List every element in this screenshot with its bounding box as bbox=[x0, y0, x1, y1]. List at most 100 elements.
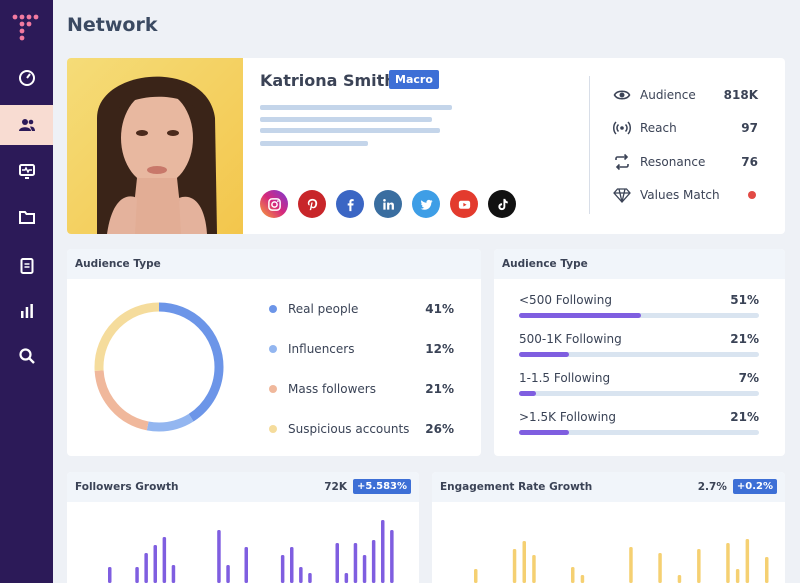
pinterest-icon[interactable] bbox=[298, 190, 326, 218]
placeholder-line bbox=[260, 141, 368, 146]
bar-26 bbox=[344, 573, 349, 583]
bar-5 bbox=[522, 541, 526, 583]
bar-11 bbox=[580, 575, 585, 583]
logo-icon[interactable] bbox=[12, 13, 42, 43]
following-row: >1.5K Following 21% bbox=[519, 410, 759, 435]
bar-4 bbox=[512, 549, 517, 583]
followers-growth-card: Followers Growth 72K +5.583% bbox=[67, 472, 419, 583]
legend-item: Influencers 12% bbox=[269, 341, 454, 357]
bar-31 bbox=[390, 530, 394, 583]
progress-track bbox=[519, 391, 759, 396]
bar-10 bbox=[571, 567, 575, 583]
vertical-divider bbox=[589, 76, 590, 214]
bar-6 bbox=[162, 537, 167, 583]
placeholder-line bbox=[260, 105, 452, 110]
bar-21 bbox=[299, 567, 303, 583]
instagram-icon[interactable] bbox=[260, 190, 288, 218]
bar-3 bbox=[135, 567, 139, 583]
progress-track bbox=[519, 313, 759, 318]
sidebar-item-search[interactable] bbox=[0, 336, 53, 376]
users-icon bbox=[18, 119, 35, 131]
progress-fill bbox=[519, 391, 536, 396]
following-row: <500 Following 51% bbox=[519, 293, 759, 318]
sidebar-item-dashboard[interactable] bbox=[0, 58, 53, 98]
donut-slice-1 bbox=[94, 302, 224, 432]
progress-fill bbox=[519, 313, 642, 318]
legend-dot bbox=[269, 385, 277, 393]
repeat-icon bbox=[615, 153, 629, 171]
change-badge: +5.583% bbox=[352, 479, 411, 494]
broadcast-icon bbox=[613, 121, 631, 135]
bar-19 bbox=[658, 553, 662, 583]
placeholder-line bbox=[260, 117, 432, 122]
progress-track bbox=[519, 430, 759, 435]
facebook-icon[interactable] bbox=[336, 190, 364, 218]
engagement-growth-card: Engagement Rate Growth 2.7% +0.2% bbox=[432, 472, 785, 583]
bar-29 bbox=[371, 540, 376, 583]
stat-audience: Audience 818K bbox=[613, 85, 758, 105]
placeholder-line bbox=[260, 128, 440, 133]
bar-12 bbox=[217, 530, 221, 583]
sidebar-item-documents[interactable] bbox=[0, 246, 53, 286]
page-title: Network bbox=[67, 14, 158, 36]
eye-icon bbox=[613, 90, 631, 100]
profile-photo bbox=[67, 58, 243, 234]
social-links bbox=[260, 190, 516, 218]
engagement-growth-chart bbox=[474, 539, 769, 583]
legend-dot bbox=[269, 345, 277, 353]
profile-card: Katriona Smith Macro Audience 818K bbox=[67, 58, 785, 234]
sidebar bbox=[0, 0, 53, 583]
linkedin-icon[interactable] bbox=[374, 190, 402, 218]
monitor-icon bbox=[18, 164, 35, 179]
bar-13 bbox=[226, 565, 230, 583]
status-dot bbox=[748, 191, 756, 199]
legend-dot bbox=[269, 305, 277, 313]
bar-4 bbox=[144, 553, 148, 583]
bar-28 bbox=[362, 555, 367, 583]
legend-item: Suspicious accounts 26% bbox=[269, 421, 454, 437]
bar-27 bbox=[735, 569, 740, 583]
bar-27 bbox=[353, 543, 358, 583]
bar-23 bbox=[697, 549, 701, 583]
profile-name: Katriona Smith bbox=[260, 71, 396, 90]
stat-values-match: Values Match bbox=[613, 185, 758, 205]
bar-0 bbox=[108, 567, 112, 583]
progress-track bbox=[519, 352, 759, 357]
change-badge: +0.2% bbox=[732, 479, 777, 494]
sidebar-item-network[interactable] bbox=[0, 105, 53, 145]
bar-5 bbox=[153, 545, 157, 583]
bar-30 bbox=[381, 520, 385, 583]
bar-26 bbox=[726, 543, 730, 583]
bar-chart-icon bbox=[20, 304, 33, 318]
audience-type-card: Audience Type Real people 41% Influencer… bbox=[67, 249, 481, 456]
card-title: Engagement Rate Growth bbox=[432, 472, 785, 502]
youtube-icon[interactable] bbox=[450, 190, 478, 218]
progress-fill bbox=[519, 352, 570, 357]
tiktok-icon[interactable] bbox=[488, 190, 516, 218]
sidebar-item-monitor[interactable] bbox=[0, 151, 53, 191]
legend-item: Real people 41% bbox=[269, 301, 454, 317]
card-title: Audience Type bbox=[494, 249, 785, 279]
bar-25 bbox=[335, 543, 339, 583]
card-title: Audience Type bbox=[67, 249, 481, 279]
diamond-icon bbox=[613, 188, 631, 203]
bar-20 bbox=[290, 547, 294, 583]
document-icon bbox=[20, 258, 33, 274]
legend-item: Mass followers 21% bbox=[269, 381, 454, 397]
bar-22 bbox=[308, 573, 312, 583]
bar-7 bbox=[171, 565, 176, 583]
bar-15 bbox=[244, 547, 248, 583]
growth-value: 72K bbox=[324, 480, 347, 493]
sidebar-item-analytics[interactable] bbox=[0, 291, 53, 331]
stat-resonance: Resonance 76 bbox=[613, 152, 758, 172]
sidebar-item-folder[interactable] bbox=[0, 197, 53, 237]
folder-icon bbox=[18, 211, 35, 224]
bar-19 bbox=[280, 555, 285, 583]
stat-reach: Reach 97 bbox=[613, 118, 758, 138]
followers-growth-chart bbox=[108, 520, 394, 583]
bar-16 bbox=[629, 547, 633, 583]
twitter-icon[interactable] bbox=[412, 190, 440, 218]
following-card: Audience Type <500 Following 51% 500-1K F… bbox=[494, 249, 785, 456]
tier-badge: Macro bbox=[389, 70, 439, 89]
bar-28 bbox=[745, 539, 750, 583]
